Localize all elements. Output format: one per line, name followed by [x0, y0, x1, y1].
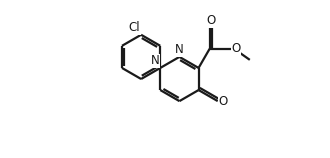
Text: O: O	[231, 42, 241, 55]
Text: O: O	[218, 95, 228, 108]
Text: O: O	[206, 14, 215, 27]
Text: N: N	[175, 43, 184, 56]
Text: Cl: Cl	[128, 21, 140, 34]
Text: N: N	[151, 54, 160, 67]
